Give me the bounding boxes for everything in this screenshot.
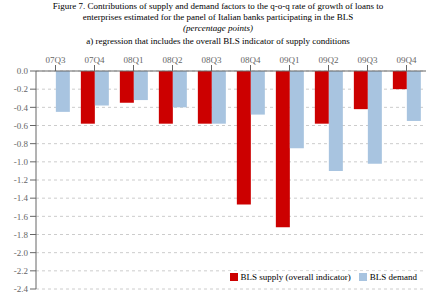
svg-text:-1.2: -1.2 — [14, 175, 28, 185]
svg-text:-2.4: -2.4 — [14, 284, 29, 294]
svg-text:-2.2: -2.2 — [14, 266, 28, 276]
svg-text:-0.4: -0.4 — [14, 103, 29, 113]
html-text:(percentage points): (percentage points) — [183, 23, 253, 33]
html-text:a) regression that includes th: a) regression that includes the overall … — [86, 36, 350, 46]
svg-text:08Q4: 08Q4 — [241, 55, 261, 65]
svg-text:-1.8: -1.8 — [14, 230, 29, 240]
svg-text:08Q2: 08Q2 — [163, 55, 183, 65]
svg-text:07Q3: 07Q3 — [46, 55, 66, 65]
svg-text:09Q1: 09Q1 — [280, 55, 300, 65]
svg-text:-1.6: -1.6 — [14, 212, 29, 222]
svg-text:07Q4: 07Q4 — [85, 55, 105, 65]
svg-text:09Q3: 09Q3 — [358, 55, 378, 65]
svg-text:-0.2: -0.2 — [14, 84, 28, 94]
html-text:BLS demand: BLS demand — [369, 272, 417, 282]
html-text:enterprises estimated for the: enterprises estimated for the panel of I… — [82, 12, 354, 22]
svg-text:09Q4: 09Q4 — [397, 55, 417, 65]
svg-text:-0.8: -0.8 — [14, 139, 29, 149]
svg-text:-1.4: -1.4 — [14, 193, 29, 203]
html-text:Figure 7. Contributions of sup: Figure 7. Contributions of supply and de… — [52, 1, 384, 11]
svg-text:-0.6: -0.6 — [14, 121, 29, 131]
svg-text:0.0: 0.0 — [17, 66, 29, 76]
svg-text:-2.0: -2.0 — [14, 248, 29, 258]
svg-text:08Q3: 08Q3 — [202, 55, 222, 65]
svg-text:-1.0: -1.0 — [14, 157, 29, 167]
svg-text:08Q1: 08Q1 — [124, 55, 144, 65]
html-text:BLS supply (overall indicator): BLS supply (overall indicator) — [240, 272, 351, 282]
svg-text:09Q2: 09Q2 — [319, 55, 339, 65]
